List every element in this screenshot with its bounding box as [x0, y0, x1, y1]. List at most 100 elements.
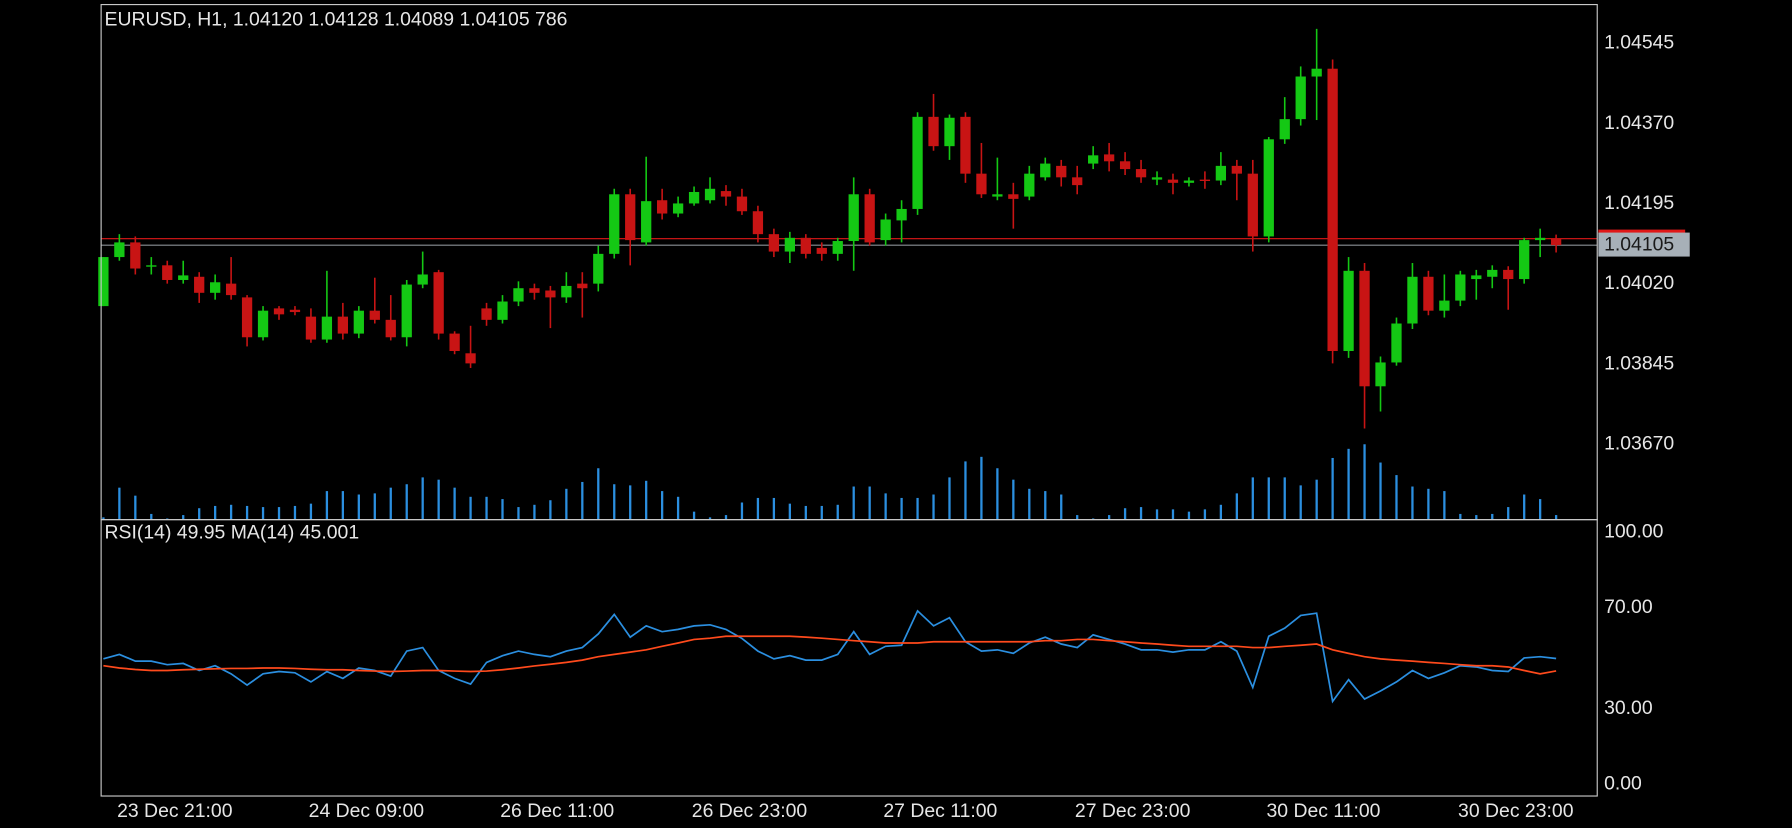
volume-bar [1395, 475, 1398, 520]
volume-bar [1459, 513, 1462, 520]
volume-bar [341, 491, 345, 520]
volume-bar [1171, 509, 1175, 520]
candle-body [545, 290, 556, 298]
y-tick-label: 1.03670 [1604, 433, 1674, 455]
volume-bar [1491, 513, 1494, 520]
candle-body [1103, 154, 1115, 162]
volume-bar [293, 505, 297, 520]
candle-body [944, 117, 955, 147]
candle-body [577, 283, 588, 289]
bid-label: 1.04105 [1604, 233, 1674, 255]
volume-bar [676, 496, 680, 520]
volume-bar [1139, 507, 1143, 520]
candle-body [625, 194, 636, 241]
volume-bar [1363, 444, 1366, 520]
candle-body [768, 234, 780, 252]
bid-label-box [1598, 232, 1690, 257]
volume-bar [1203, 509, 1207, 520]
indicator-line [103, 609, 1557, 704]
candle-body [609, 194, 620, 254]
volume-bar [1331, 457, 1334, 520]
candle-body [1135, 169, 1147, 178]
volume-bar [1235, 493, 1238, 520]
volume-bar [692, 511, 696, 520]
volume-bar [102, 517, 105, 520]
volume-bar [485, 496, 488, 520]
volume-bar [469, 496, 472, 520]
volume-bar [214, 505, 217, 520]
x-tick-label: 27 Dec 11:00 [883, 800, 997, 822]
candle-body [481, 308, 492, 320]
indicator-line [103, 635, 1557, 675]
volume-bar [1427, 488, 1430, 520]
candle-body [1391, 323, 1402, 363]
candle-body [641, 201, 652, 243]
volume-bar [597, 468, 600, 520]
y-tick-label: 30.00 [1604, 697, 1653, 719]
candle-body [433, 272, 444, 334]
volume-bar [277, 507, 281, 520]
candle-body [513, 288, 524, 302]
candle-body [1455, 274, 1466, 301]
candle-body [1471, 275, 1482, 280]
volume-bar [1123, 508, 1127, 520]
volume-bar [245, 505, 249, 520]
volume-bar [964, 461, 967, 520]
candle-body [561, 285, 572, 298]
volume-bar [1347, 448, 1350, 520]
volume-bar [517, 507, 520, 520]
volume-bar [1379, 462, 1382, 520]
candle-body [257, 310, 269, 338]
volume-bar [916, 497, 919, 520]
candle-body [1263, 139, 1274, 237]
candle-body [369, 310, 380, 320]
volume-bar [549, 500, 552, 520]
volume-bar [1187, 511, 1191, 520]
data-layer [98, 28, 1598, 704]
volume-bar [1411, 486, 1414, 520]
volume-bar [1315, 479, 1318, 520]
candle-body [1375, 362, 1386, 387]
candle-body [1040, 163, 1051, 178]
volume-bar [229, 504, 233, 520]
candle-body [178, 275, 189, 280]
volume-bar [421, 477, 424, 520]
x-tick-label: 23 Dec 21:00 [117, 800, 233, 822]
volume-bar [1155, 509, 1159, 520]
volume-bar [1044, 491, 1047, 520]
y-tick-label: 0.00 [1604, 773, 1642, 795]
candle-body [1167, 179, 1179, 183]
volume-bar [900, 497, 903, 520]
candle-body [210, 282, 221, 293]
candle-body [417, 274, 428, 285]
volume-bar [182, 515, 185, 520]
volume-bar [405, 484, 408, 520]
x-tick-label: 24 Dec 09:00 [309, 800, 425, 822]
candle-body [146, 265, 157, 267]
volume-bar [1507, 507, 1510, 520]
candle-body [337, 316, 349, 334]
volume-bar [581, 481, 584, 520]
candle-body [928, 116, 939, 147]
candle-body [784, 237, 795, 252]
candle-body [1407, 276, 1418, 324]
volume-bar [309, 503, 313, 520]
volume-bar [708, 517, 712, 520]
volume-bar [1092, 518, 1095, 520]
candle-body [401, 284, 412, 338]
candle-body [385, 319, 396, 338]
volume-bar [1012, 479, 1015, 520]
volume-bar [645, 480, 648, 520]
y-tick-label: 70.00 [1604, 596, 1653, 618]
label-layer: 1.04545 1.04370 1.04195 1.04020 1.03845 1.036… [117, 32, 1690, 822]
volume-bar [501, 499, 504, 520]
candle-body [1295, 76, 1306, 120]
candle-body [98, 257, 109, 307]
candle-body [465, 353, 476, 364]
volume-bar [1283, 477, 1286, 520]
volume-bar [932, 494, 935, 520]
candle-body [1199, 179, 1211, 181]
candle-body [1056, 165, 1067, 178]
candle-body [1231, 165, 1242, 174]
volume-bar [1107, 515, 1111, 520]
